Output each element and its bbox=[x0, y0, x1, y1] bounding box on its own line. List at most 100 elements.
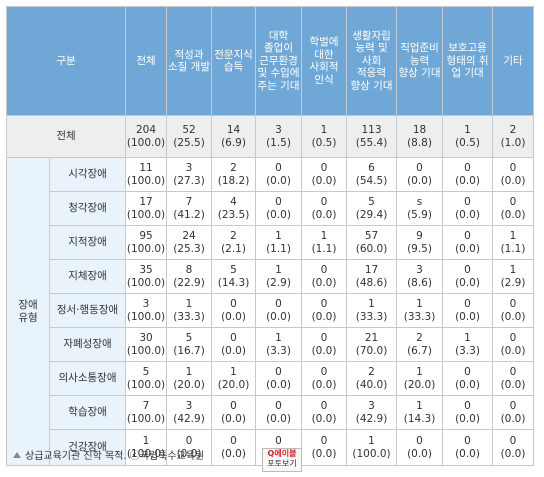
value-cell: 1 (3.3) bbox=[442, 327, 494, 362]
value-cell: 1 (20.0) bbox=[211, 361, 257, 396]
value-cell: 0(0.0) bbox=[211, 327, 257, 362]
value-count: 0 bbox=[320, 298, 328, 310]
value-percent: (0.0) bbox=[500, 378, 526, 391]
row-label: 건강장애 bbox=[48, 429, 127, 466]
value-percent: (41.2) bbox=[173, 208, 205, 221]
value-cell: 7 (41.2) bbox=[166, 191, 213, 226]
value-cell: 113 (55.4) bbox=[346, 115, 398, 158]
value-count: 0 bbox=[464, 435, 471, 447]
value-cell: 1 (14.3) bbox=[396, 395, 444, 430]
value-cell: 5 (16.7) bbox=[166, 327, 213, 362]
value-percent: (42.9) bbox=[355, 412, 388, 425]
value-percent: (20.0) bbox=[403, 378, 436, 391]
image-caption: 상급교육기관 진학 목적. ⓒ국립특수교육원 bbox=[13, 447, 204, 462]
value-percent: (0.0) bbox=[500, 447, 526, 460]
value-count: 11 bbox=[139, 162, 153, 174]
value-cell: 0(0.0) bbox=[442, 293, 494, 328]
value-count: 0 bbox=[509, 298, 517, 310]
value-cell: 0(0.0) bbox=[396, 157, 444, 192]
table-row: 건강장애1(100.0)0(0.0)0(0.0)0(0.0)0(0.0)1(10… bbox=[7, 429, 535, 466]
value-cell: 0(0.0) bbox=[442, 191, 494, 226]
value-cell: 4 (23.5) bbox=[211, 191, 257, 226]
value-cell: 8 (22.9) bbox=[166, 259, 213, 294]
value-cell: 2 (6.7) bbox=[396, 327, 444, 362]
value-count: 0 bbox=[230, 435, 237, 447]
value-cell: 21 (70.0) bbox=[346, 327, 398, 362]
value-count: 0 bbox=[509, 196, 517, 208]
value-percent: (0.0) bbox=[221, 412, 246, 425]
value-cell: 1 (20.0) bbox=[396, 361, 444, 396]
value-cell: 0(0.0) bbox=[442, 259, 494, 294]
value-percent: (2.1) bbox=[221, 242, 246, 255]
value-percent: (0.0) bbox=[455, 378, 480, 391]
value-percent: (100.0) bbox=[126, 412, 166, 425]
value-count: 0 bbox=[464, 400, 471, 412]
row-label: 지적장애 bbox=[48, 225, 127, 260]
value-percent: (23.5) bbox=[217, 208, 250, 221]
value-cell: 0(0.0) bbox=[211, 429, 257, 466]
value-percent: (100.0) bbox=[126, 447, 166, 460]
value-count: 1 bbox=[142, 435, 150, 447]
header-category: 구분 bbox=[5, 6, 127, 116]
value-cell: 0(0.0) bbox=[301, 157, 348, 192]
value-count: 113 bbox=[361, 124, 382, 136]
value-percent: (0.5) bbox=[311, 136, 337, 149]
value-percent: (1.1) bbox=[266, 242, 291, 255]
value-cell: 0(0.0) bbox=[492, 361, 535, 396]
value-percent: (0.0) bbox=[500, 208, 526, 221]
table-row: 지적장애 95 (100.0) 24 (25.3) 2 (2.1) 1 (1.1) 1 (1.1) 5… bbox=[7, 225, 535, 260]
value-percent: (0.0) bbox=[311, 378, 337, 391]
value-count: 0 bbox=[464, 298, 471, 310]
total-row-label: 전체 bbox=[5, 115, 127, 158]
photo-badge-logo: Q에이블 bbox=[267, 449, 297, 458]
header-col-1: 적성과 소질 개발 bbox=[166, 6, 213, 116]
value-cell: 1 (33.3) bbox=[166, 293, 213, 328]
value-cell: 0(0.0) bbox=[301, 395, 348, 430]
row-label: 시각장애 bbox=[48, 157, 127, 192]
value-cell: 3 (1.5) bbox=[255, 115, 303, 158]
value-count: 0 bbox=[230, 400, 237, 412]
value-percent: (0.0) bbox=[311, 447, 337, 460]
value-percent: (100.0) bbox=[126, 344, 166, 357]
value-cell: 0(0.0) bbox=[442, 429, 494, 466]
table-row: 정서·행동장애 3 (100.0) 1 (33.3) 0 (0.0) 0 (0.0) 0 (0.0)… bbox=[7, 293, 535, 328]
value-cell: 1 (0.5) bbox=[301, 115, 348, 158]
header-col-6: 직업준비 능력 향상 기대 bbox=[396, 6, 444, 116]
value-count: 5 bbox=[185, 332, 193, 344]
value-cell: 0(0.0) bbox=[211, 395, 257, 430]
value-count: 1 bbox=[416, 366, 423, 378]
value-count: 9 bbox=[416, 230, 423, 242]
value-count: 57 bbox=[364, 230, 379, 242]
value-cell: 0(0.0) bbox=[442, 361, 494, 396]
value-count: 0 bbox=[509, 162, 517, 174]
value-percent: (0.0) bbox=[311, 412, 337, 425]
value-count: 95 bbox=[139, 230, 153, 242]
value-percent: (33.3) bbox=[355, 310, 388, 323]
value-count: 1 bbox=[275, 230, 282, 242]
value-cell: 5 (100.0) bbox=[125, 361, 168, 396]
photo-view-button[interactable]: Q에이블 포토보기 bbox=[262, 448, 302, 472]
value-count: 0 bbox=[230, 298, 237, 310]
value-count: 21 bbox=[364, 332, 379, 344]
statistics-table: 구분 전체 적성과 소질 개발 전문지식 습득 대학 졸업이 근무환경 및 수입에 주… bbox=[5, 6, 535, 466]
value-count: 0 bbox=[320, 196, 328, 208]
table-row: 장애 유형 시각장애 11 (100.0) 3 (27.3) 2 (18.2) 0 (0.0) 0(… bbox=[6, 157, 535, 466]
total-row: 전체 204 (100.0) 52 (25.5) 14 (6.9) 3 (1.5) 1 (0.5)… bbox=[5, 115, 535, 158]
value-cell: 3 (42.9) bbox=[346, 395, 398, 430]
header-row: 구분 전체 적성과 소질 개발 전문지식 습득 대학 졸업이 근무환경 및 수입에 주… bbox=[5, 6, 535, 116]
value-percent: (0.0) bbox=[266, 208, 291, 221]
value-percent: (9.5) bbox=[407, 242, 432, 255]
value-cell: 2 (18.2) bbox=[211, 157, 257, 192]
header-col-8: 기타 bbox=[492, 6, 535, 116]
value-count: 3 bbox=[368, 400, 375, 412]
table-row: 학습장애 7 (100.0) 3 (42.9) 0 (0.0) 0 (0.0) 0 (0.0) 3 (4… bbox=[7, 395, 535, 430]
value-count: 1 bbox=[416, 298, 423, 310]
value-cell: 35 (100.0) bbox=[125, 259, 168, 294]
value-count: 2 bbox=[509, 124, 517, 136]
value-count: 5 bbox=[230, 264, 237, 276]
value-count: 3 bbox=[185, 400, 193, 412]
value-count: 1 bbox=[320, 230, 328, 242]
value-count: 0 bbox=[185, 435, 193, 447]
value-percent: (25.5) bbox=[173, 136, 205, 149]
value-percent: (100.0) bbox=[126, 208, 166, 221]
